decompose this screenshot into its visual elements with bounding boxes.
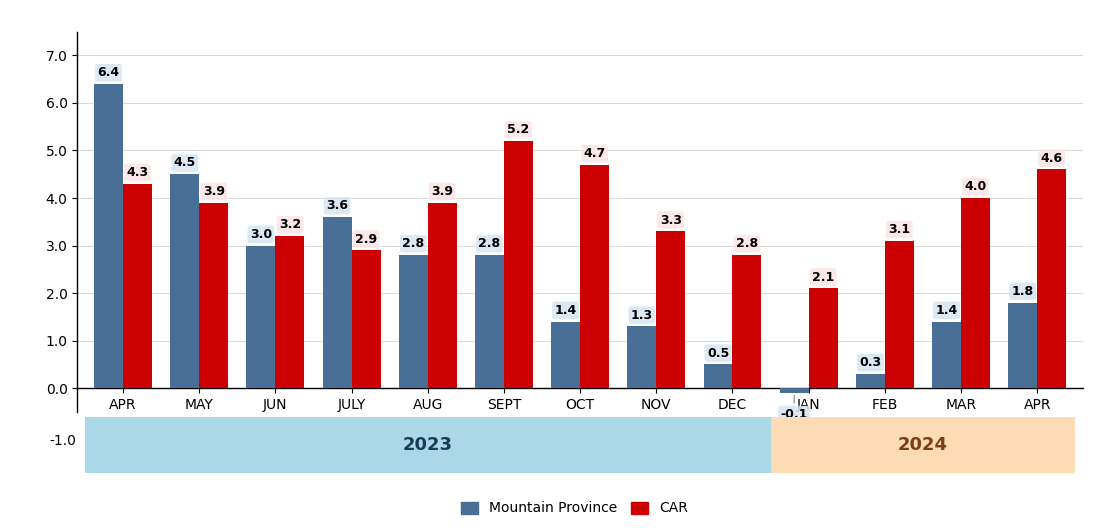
Text: 2.8: 2.8 [478,237,501,250]
Bar [656,231,685,388]
FancyBboxPatch shape [85,417,770,473]
Bar [551,322,580,388]
Text: 4.7: 4.7 [583,147,606,160]
Bar [704,364,733,388]
Text: 0.5: 0.5 [707,346,729,360]
Bar [933,322,961,388]
Bar [961,198,990,388]
Bar [856,374,885,388]
Text: 4.3: 4.3 [126,166,148,179]
Text: 3.2: 3.2 [278,218,301,231]
Text: 3.3: 3.3 [660,213,682,227]
Text: 3.1: 3.1 [888,223,911,236]
Text: 2.9: 2.9 [355,232,377,246]
Bar [1008,303,1038,388]
Bar [199,203,229,388]
Text: 3.6: 3.6 [326,199,348,212]
Bar [170,174,199,388]
Bar [504,141,533,388]
Bar [1038,169,1066,388]
Bar [94,84,123,388]
Bar [399,255,428,388]
FancyBboxPatch shape [770,417,1075,473]
Text: -1.0: -1.0 [49,434,76,448]
Bar [885,241,914,388]
Bar [809,288,838,388]
Bar [246,246,275,388]
Text: 1.4: 1.4 [555,304,577,317]
Text: -0.1: -0.1 [780,395,808,421]
Text: 1.8: 1.8 [1012,285,1034,298]
Text: 4.6: 4.6 [1041,152,1063,165]
Text: 3.0: 3.0 [250,228,272,241]
Text: 6.4: 6.4 [97,66,119,79]
Text: 3.9: 3.9 [431,185,453,198]
Text: 2024: 2024 [898,436,948,454]
Text: 2023: 2023 [402,436,453,454]
Bar [475,255,504,388]
Bar [780,388,809,393]
Bar [323,217,351,388]
Bar [733,255,761,388]
Text: 3.9: 3.9 [202,185,224,198]
Text: 1.3: 1.3 [631,308,653,322]
Text: 4.5: 4.5 [173,156,196,169]
Bar [275,236,304,388]
Bar [351,250,380,388]
Bar [580,165,609,388]
Legend: Mountain Province, CAR: Mountain Province, CAR [455,496,694,521]
Bar [628,326,656,388]
Text: 2.8: 2.8 [402,237,424,250]
Text: 5.2: 5.2 [507,123,529,136]
Text: 0.3: 0.3 [860,356,882,369]
Text: 4.0: 4.0 [965,180,987,193]
Bar [123,184,152,388]
Text: 2.8: 2.8 [736,237,758,250]
Bar [428,203,456,388]
Text: 2.1: 2.1 [812,270,834,284]
Text: 1.4: 1.4 [936,304,958,317]
